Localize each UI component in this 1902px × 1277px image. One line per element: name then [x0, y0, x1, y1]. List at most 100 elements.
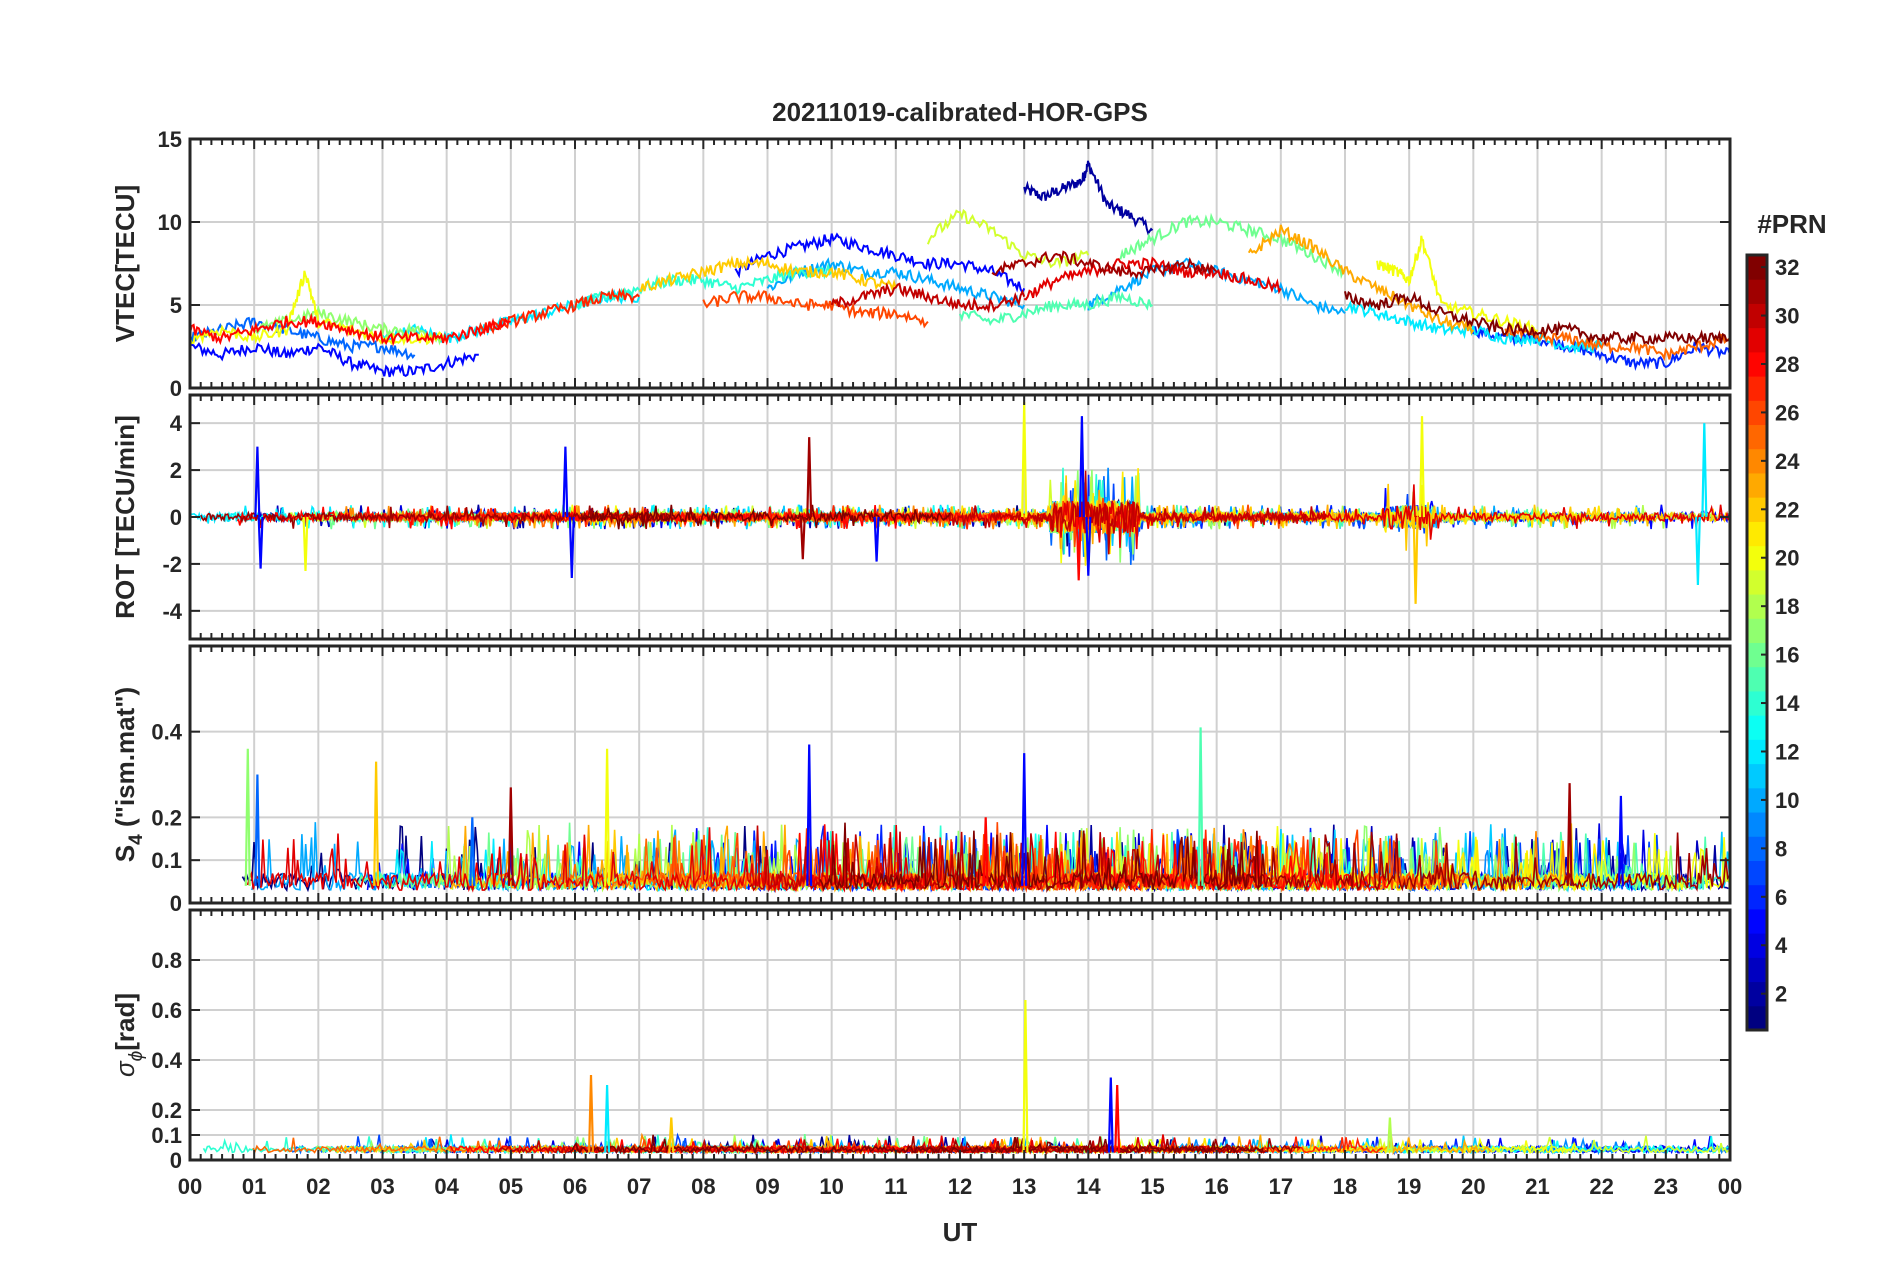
vtec-series-prn-5	[734, 232, 1026, 295]
vtec-series-prn-2	[1023, 160, 1154, 236]
rot-spike-prn-5	[873, 516, 880, 562]
s4-spike-prn-5	[1617, 795, 1624, 886]
rot-spike-prn-5	[1078, 416, 1085, 518]
rot-spike-prn-5	[254, 446, 261, 518]
y-tick-label: 10	[158, 210, 182, 235]
vtec-series-prn-29	[1023, 256, 1282, 301]
y-tick-label: 5	[170, 293, 182, 318]
x-tick-label: 10	[819, 1174, 843, 1199]
figure-title: 20211019-calibrated-HOR-GPS	[772, 97, 1148, 127]
x-tick-label: 15	[1140, 1174, 1164, 1199]
vtec-series-prn-14	[574, 262, 833, 309]
vtec-series-prn-27	[477, 287, 640, 336]
y-tick-label: 0.4	[151, 720, 182, 745]
y-tick-label: 0	[170, 1148, 182, 1173]
vtec-series-prn-20	[1376, 235, 1539, 336]
colorbar-swatch	[1747, 642, 1767, 668]
x-tick-label: 13	[1012, 1174, 1036, 1199]
y-axis-label: σϕ[rad]	[110, 993, 147, 1077]
s4-spike-prn-5	[1021, 753, 1028, 886]
s4-spike-prn-31	[1566, 783, 1573, 886]
x-tick-label: 20	[1461, 1174, 1485, 1199]
colorbar-tick-label: 28	[1775, 352, 1799, 377]
colorbar-swatch	[1747, 690, 1767, 716]
colorbar-swatch	[1747, 981, 1767, 1007]
colorbar-swatch	[1747, 279, 1767, 304]
x-tick-label: 11	[884, 1174, 907, 1199]
colorbar-swatch	[1747, 569, 1767, 595]
colorbar-tick-label: 30	[1775, 304, 1799, 329]
s4-spike-prn-28	[982, 817, 989, 886]
colorbar-tick-label: 22	[1775, 497, 1799, 522]
s4-series-prn-31	[1190, 831, 1730, 893]
series-group	[202, 999, 1730, 1156]
rot-spike-prn-20	[1419, 416, 1425, 518]
vtec-series-prn-6	[1472, 324, 1730, 372]
colorbar-swatch	[1747, 884, 1767, 910]
colorbar-swatch	[1747, 594, 1767, 619]
y-tick-label: 2	[170, 458, 182, 483]
colorbar-frame	[1745, 253, 1769, 1032]
rot-spike-prn-5	[562, 446, 569, 518]
rot-panel: -4 -2 0 2 4 ROT [TECU/min]	[110, 393, 1732, 641]
rot-spike-prn-5	[257, 516, 264, 569]
sigma_phi-spike-prn-28	[1114, 1084, 1121, 1153]
vtec-series-prn-28	[190, 312, 511, 347]
colorbar-swatch	[1747, 1005, 1767, 1031]
colorbar-swatch	[1747, 836, 1767, 861]
x-tick-label: 18	[1333, 1174, 1357, 1199]
y-tick-label: 0.6	[151, 998, 182, 1023]
vtec-series-prn-22	[638, 255, 897, 293]
series-group	[190, 160, 1730, 378]
s4-series-prn-32	[819, 822, 1266, 894]
y-tick-label: -2	[162, 552, 182, 577]
y-axis-label-subscript: ϕ	[126, 1051, 147, 1062]
colorbar-tick-label: 24	[1775, 449, 1800, 474]
colorbar-tick-label: 26	[1775, 400, 1799, 425]
colorbar-swatch	[1747, 957, 1767, 983]
vtec-panel: 0 5 10 15 VTEC[TECU]	[110, 127, 1732, 401]
colorbar-tick-label: 18	[1775, 594, 1799, 619]
rot-spike-prn-28	[1075, 516, 1082, 581]
x-tick-label: 03	[370, 1174, 394, 1199]
series-group	[190, 401, 1730, 604]
x-tick-label: 22	[1589, 1174, 1613, 1199]
x-tick-label: 17	[1269, 1174, 1293, 1199]
x-tick-label: 16	[1204, 1174, 1228, 1199]
vtec-series-prn-5	[190, 341, 479, 378]
vtec-series-prn-31	[991, 250, 1218, 280]
colorbar-swatch	[1747, 545, 1767, 571]
rot-spike-prn-31	[799, 516, 806, 560]
y-tick-label: 0.1	[151, 848, 182, 873]
y-axis-label-main: S	[110, 845, 140, 862]
y-tick-label: 15	[158, 127, 182, 152]
sigma_phi-spike-prn-12	[604, 1084, 611, 1153]
s4-series-prn-21	[1116, 823, 1601, 892]
y-tick-label: 0	[170, 505, 182, 530]
rot-series-prn-30	[942, 470, 1327, 555]
colorbar-swatch	[1747, 618, 1767, 643]
x-tick-label: 06	[563, 1174, 587, 1199]
colorbar-swatch	[1747, 472, 1767, 498]
sigma_phi-spike-prn-5	[1107, 1077, 1114, 1153]
colorbar-swatch	[1747, 908, 1767, 934]
rot-series-prn-32	[580, 504, 951, 530]
colorbar-tick-label: 12	[1775, 739, 1799, 764]
vtec-series-prn-12	[1345, 300, 1603, 355]
colorbar-swatch	[1747, 376, 1767, 401]
colorbar-tick-label: 8	[1775, 836, 1787, 861]
sigma_phi-series-prn-32	[568, 1134, 1265, 1156]
colorbar-swatch	[1747, 763, 1767, 789]
colorbar-swatch	[1747, 400, 1767, 426]
vtec-series-prn-16	[1119, 212, 1346, 280]
colorbar-swatch	[1747, 327, 1767, 353]
x-tick-label: 04	[434, 1174, 459, 1199]
colorbar-swatch	[1747, 787, 1767, 813]
vtec-series-prn-25	[1504, 324, 1730, 362]
y-tick-label: 0.2	[151, 805, 182, 830]
x-tick-labels: 00 01 02 03 04 05 06 07 08 09 10 11 12 13 14 15 16 17 18 19…	[178, 1174, 1742, 1199]
sigma_phi-spike-prn-18	[1386, 1117, 1393, 1153]
